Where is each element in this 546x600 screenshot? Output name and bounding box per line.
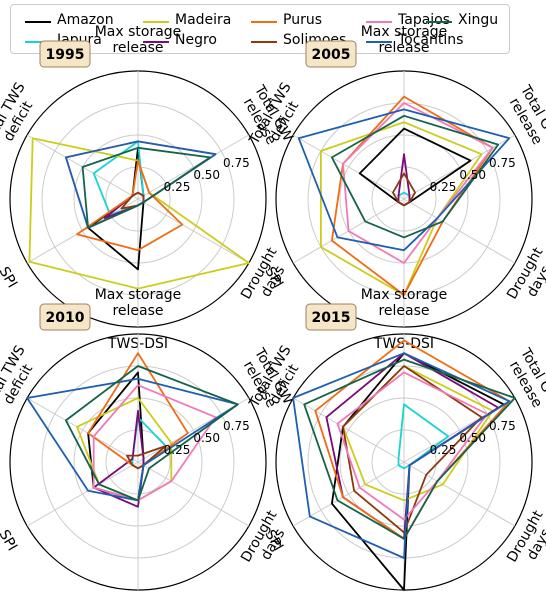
axis-label-line: Max storage	[95, 24, 182, 40]
radar-spoke	[137, 134, 250, 200]
r-tick-label: 0.50	[459, 431, 486, 445]
axis-label-line: release	[378, 303, 429, 319]
series-tapajos	[342, 102, 494, 264]
legend-swatch	[143, 21, 169, 23]
legend-label: Xingu	[458, 12, 499, 28]
legend-swatch	[426, 21, 452, 23]
radar-spoke	[292, 397, 405, 463]
axis-label-line: release	[378, 40, 429, 56]
year-badge	[39, 303, 91, 331]
series-amazon	[330, 352, 505, 591]
year-badge	[305, 40, 357, 68]
year-badge	[39, 40, 91, 68]
legend-swatch	[366, 41, 392, 43]
year-badge	[305, 303, 357, 331]
legend-label: Amazon	[57, 12, 114, 28]
axis-label-line: SPI	[0, 527, 20, 554]
series-tocantins	[297, 108, 511, 252]
legend-label: Tocantins	[398, 32, 464, 48]
axis-label-line: SPI	[0, 264, 20, 291]
series-xingu	[303, 358, 516, 540]
year-title: 2015	[312, 310, 351, 326]
radar-spoke	[292, 461, 405, 527]
r-tick-label: 0.25	[430, 180, 457, 194]
axis-label-line: Max storage	[361, 287, 448, 303]
axis-label: Max storage release	[361, 287, 448, 319]
radar-spoke	[403, 461, 516, 527]
legend-label: Tapajos	[398, 12, 451, 28]
legend-swatch	[143, 41, 169, 43]
radar-spoke	[403, 198, 516, 264]
axis-label-line: release	[112, 303, 163, 319]
axis-label: Max storage release	[361, 24, 448, 56]
r-tick-label: 0.25	[430, 443, 457, 457]
axis-label-line: Max storage	[95, 287, 182, 303]
legend-swatch	[25, 41, 51, 43]
series-xingu	[330, 114, 500, 239]
radar-spoke	[137, 198, 250, 264]
radar-spoke	[26, 397, 139, 463]
axis-label-line: release	[112, 40, 163, 56]
series-madeira	[319, 121, 483, 296]
series-tapajos	[336, 371, 489, 521]
r-tick-label: 0.75	[223, 419, 250, 433]
axis-label: SPI	[0, 527, 20, 554]
r-tick-label: 0.50	[459, 168, 486, 182]
axis-label: Max storage release	[95, 24, 182, 56]
legend-swatch	[25, 21, 51, 23]
axis-label: Max storage release	[95, 287, 182, 319]
axis-label: Droughtdays	[504, 507, 546, 573]
year-title: 2010	[46, 310, 85, 326]
r-tick-label: 0.25	[164, 180, 191, 194]
axis-label: Droughtdays	[504, 244, 546, 310]
axis-label-line: Max storage	[361, 24, 448, 40]
series-xingu	[65, 365, 239, 502]
radar-spoke	[292, 134, 405, 200]
legend-swatch	[251, 41, 277, 43]
series-xingu	[81, 146, 212, 229]
legend-label: Purus	[283, 12, 322, 28]
series-solimoes	[391, 172, 417, 207]
radar-spoke	[137, 461, 250, 527]
axis-label: SPI	[0, 264, 20, 291]
legend-swatch	[251, 21, 277, 23]
series-solimoes	[126, 445, 167, 470]
r-tick-label: 0.75	[489, 156, 516, 170]
legend-label: Negro	[175, 32, 217, 48]
axis-label: Total GWrelease	[503, 82, 546, 153]
legend-label: Madeira	[175, 12, 232, 28]
r-tick-label: 0.75	[223, 156, 250, 170]
series-solimoes	[342, 365, 483, 534]
legend-swatch	[366, 21, 392, 23]
r-tick-label: 0.50	[193, 168, 220, 182]
year-title: 2005	[312, 47, 351, 63]
r-tick-label: 0.25	[164, 443, 191, 457]
axis-label: Total TWSdeficit	[0, 343, 43, 419]
series-negro	[92, 409, 145, 508]
chart-legend: Amazon Japura Madeira Negro Purus Solimo…	[10, 4, 510, 54]
axis-label: Total TWSdeficit	[0, 80, 43, 156]
r-tick-label: 0.75	[489, 419, 516, 433]
r-tick-label: 0.50	[193, 431, 220, 445]
year-title: 1995	[46, 47, 85, 63]
series-japura	[397, 403, 450, 470]
radar-spoke	[26, 461, 139, 527]
series-tocantins	[292, 352, 511, 559]
